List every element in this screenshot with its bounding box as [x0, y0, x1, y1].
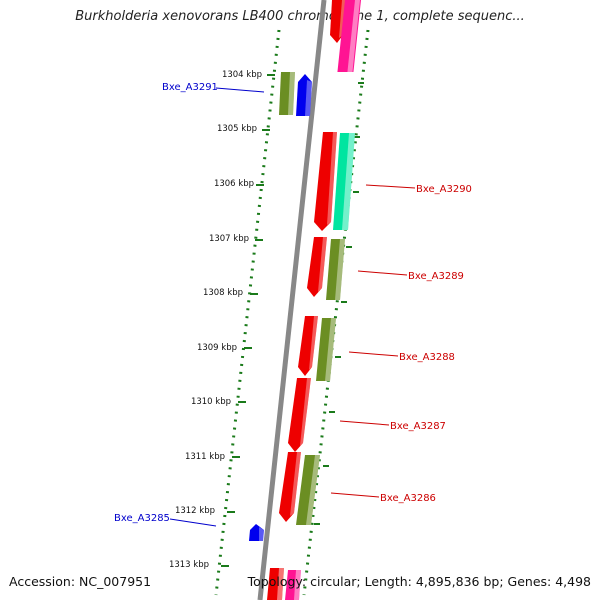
gene-feature-red[interactable] — [288, 378, 311, 452]
gene-feature-olive[interactable] — [316, 318, 336, 381]
tick-label: 1312 kbp — [175, 506, 215, 516]
gene-feature-olive[interactable] — [279, 72, 295, 115]
gene-feature-red-highlight — [327, 132, 337, 225]
gene-feature-blue[interactable] — [249, 524, 264, 541]
gene-feature-red-highlight — [318, 237, 327, 292]
gene-feature-red[interactable] — [298, 316, 318, 376]
gene-feature-red-highlight — [300, 378, 311, 446]
gene-feature-red[interactable] — [267, 568, 284, 600]
tick-label: 1309 kbp — [197, 343, 237, 353]
chromosome-backbone — [257, 0, 327, 600]
gene-feature-red[interactable] — [279, 452, 301, 522]
accession-text: Accession: NC_007951 — [9, 574, 152, 589]
gene-feature-olive-highlight — [325, 318, 336, 381]
label-leader-line — [169, 518, 217, 527]
gene-label[interactable]: Bxe_A3291 — [162, 82, 218, 93]
gene-feature-teal[interactable] — [333, 133, 355, 230]
gene-feature-olive[interactable] — [296, 455, 320, 525]
gene-label[interactable]: Bxe_A3285 — [114, 513, 170, 524]
gene-feature-olive-highlight — [335, 239, 345, 300]
gene-label[interactable]: Bxe_A3289 — [408, 271, 464, 282]
tick-label: 1310 kbp — [191, 397, 231, 407]
label-leader-line — [215, 87, 265, 93]
gene-feature-red[interactable] — [314, 132, 337, 231]
gene-feature-red-highlight — [277, 568, 284, 600]
gene-feature-blue-highlight — [259, 527, 264, 541]
label-leader-line — [357, 270, 408, 276]
gene-feature-blue-highlight — [305, 80, 312, 116]
ruler-line-right — [302, 29, 370, 596]
label-leader-line — [348, 351, 399, 357]
tick-label: 1313 kbp — [169, 560, 209, 570]
ruler-line-left — [214, 29, 281, 596]
gene-feature-pink[interactable] — [285, 570, 301, 600]
tick-label: 1304 kbp — [222, 70, 262, 80]
gene-feature-red-highlight — [290, 452, 301, 516]
map-title: Burkholderia xenovorans LB400 chromosome… — [75, 9, 525, 24]
gene-label[interactable]: Bxe_A3290 — [416, 184, 472, 195]
gene-label[interactable]: Bxe_A3287 — [390, 421, 446, 432]
gene-feature-teal-highlight — [342, 133, 355, 230]
gene-label[interactable]: Bxe_A3288 — [399, 352, 455, 363]
gene-label[interactable]: Bxe_A3286 — [380, 493, 436, 504]
gene-feature-olive-highlight — [306, 455, 320, 525]
topology-text: Topology: circular; Length: 4,895,836 bp… — [247, 574, 591, 589]
tick-label: 1305 kbp — [217, 124, 257, 134]
gene-feature-red-highlight — [309, 316, 318, 370]
gene-feature-pink-highlight — [347, 0, 360, 72]
gene-feature-red[interactable] — [307, 237, 327, 297]
tick-label: 1311 kbp — [185, 452, 225, 462]
gene-feature-olive-highlight — [288, 72, 295, 115]
label-leader-line — [330, 492, 380, 498]
tick-label: 1308 kbp — [203, 288, 243, 298]
tick-label: 1306 kbp — [214, 179, 254, 189]
gene-feature-pink[interactable] — [337, 0, 361, 72]
tick-label: 1307 kbp — [209, 234, 249, 244]
label-leader-line — [365, 184, 416, 189]
gene-feature-blue[interactable] — [296, 74, 312, 116]
label-leader-line — [339, 420, 390, 426]
gene-feature-olive[interactable] — [326, 239, 345, 300]
gene-feature-pink-highlight — [294, 570, 301, 600]
